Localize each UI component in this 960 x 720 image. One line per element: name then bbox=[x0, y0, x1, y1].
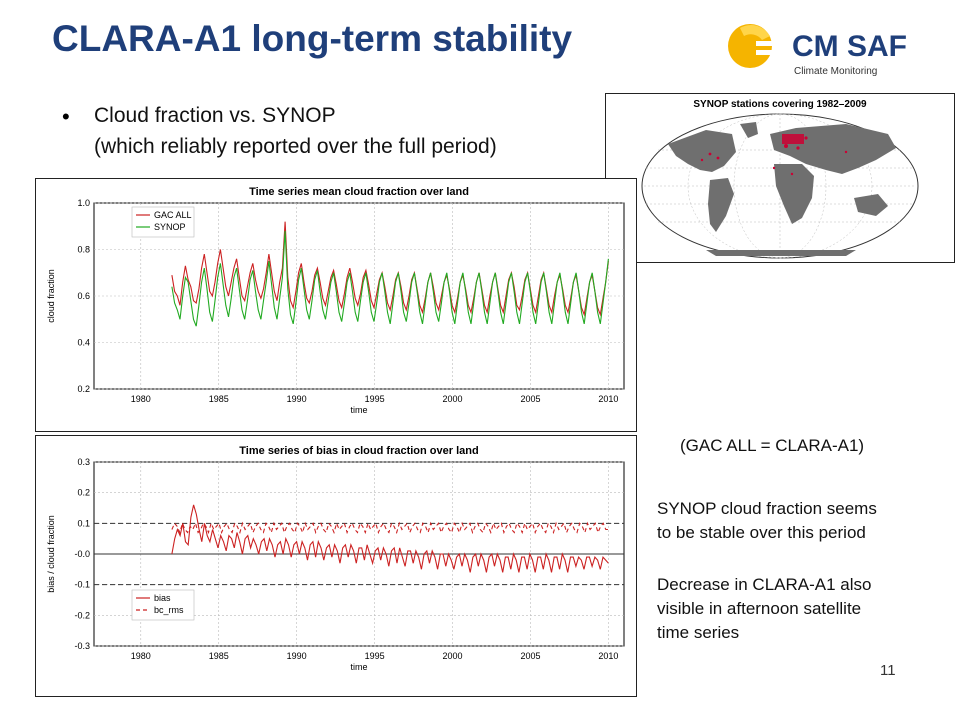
legend-label: bias bbox=[154, 593, 171, 603]
synop-map: SYNOP stations covering 1982–2009 bbox=[641, 99, 919, 259]
x-tick-label: 1995 bbox=[365, 394, 385, 404]
clara-text-line-1: Decrease in CLARA-A1 also bbox=[657, 575, 872, 594]
synop-stability-text: SYNOP cloud fraction seems to be stable … bbox=[657, 497, 877, 545]
x-tick-label: 2010 bbox=[598, 394, 618, 404]
y-tick-label: -0.1 bbox=[74, 580, 90, 590]
logo-subtitle: Climate Monitoring bbox=[794, 66, 877, 77]
legend-box bbox=[131, 206, 195, 238]
map-title: SYNOP stations covering 1982–2009 bbox=[693, 99, 867, 110]
y-tick-label: 0.6 bbox=[77, 291, 90, 301]
y-tick-label: -0.3 bbox=[74, 641, 90, 651]
y-axis-label: bias / cloud fraction bbox=[46, 515, 56, 593]
x-tick-label: 2005 bbox=[520, 651, 540, 661]
y-tick-label: 0.4 bbox=[77, 338, 90, 348]
x-tick-label: 1980 bbox=[131, 394, 151, 404]
station-marker bbox=[708, 152, 712, 156]
greenland-land bbox=[740, 122, 758, 138]
bullet-icon: • bbox=[62, 104, 70, 129]
series-line-gac-all bbox=[171, 221, 609, 317]
synop-text-line-2: to be stable over this period bbox=[657, 523, 866, 542]
clara-text-line-3: time series bbox=[657, 623, 740, 642]
series-line-synop bbox=[171, 230, 609, 327]
y-tick-label: 0.2 bbox=[77, 384, 90, 394]
africa-land bbox=[774, 164, 814, 224]
y-tick-label: -0.0 bbox=[74, 549, 90, 559]
cm-saf-logo: CM SAF Climate Monitoring bbox=[728, 24, 907, 77]
cloud-fraction-chart: Time series mean cloud fraction over lan… bbox=[46, 186, 625, 415]
bias-chart-panel: Time series of bias in cloud fraction ov… bbox=[35, 435, 637, 697]
legend-label: GAC ALL bbox=[154, 210, 192, 220]
legend-box bbox=[131, 589, 195, 621]
australia-land bbox=[854, 194, 888, 216]
gac-note: (GAC ALL = CLARA-A1) bbox=[680, 436, 865, 455]
y-tick-label: 0.3 bbox=[77, 457, 90, 467]
y-tick-label: 0.1 bbox=[77, 518, 90, 528]
europe-stations bbox=[782, 134, 804, 144]
station-marker bbox=[700, 158, 704, 162]
station-marker bbox=[784, 144, 788, 148]
logo-text: CM SAF bbox=[792, 30, 907, 63]
legend-label: bc_rms bbox=[154, 605, 184, 615]
station-marker bbox=[772, 166, 776, 170]
x-tick-label: 1990 bbox=[287, 394, 307, 404]
station-marker bbox=[796, 146, 800, 150]
bias-chart: Time series of bias in cloud fraction ov… bbox=[46, 445, 625, 672]
clara-text-line-2: visible in afternoon satellite bbox=[657, 599, 862, 618]
x-tick-label: 2000 bbox=[443, 394, 463, 404]
chart-title: Time series mean cloud fraction over lan… bbox=[249, 186, 469, 198]
synop-map-panel: SYNOP stations covering 1982–2009 bbox=[605, 93, 955, 263]
x-tick-label: 2005 bbox=[520, 394, 540, 404]
antarctica-land bbox=[706, 250, 856, 256]
x-tick-label: 2000 bbox=[443, 651, 463, 661]
station-marker bbox=[804, 136, 808, 140]
station-marker bbox=[790, 172, 794, 176]
series-line-bias bbox=[171, 504, 609, 573]
series-line-bc-rms bbox=[171, 521, 609, 535]
y-tick-label: -0.2 bbox=[74, 610, 90, 620]
slide-title: CLARA-A1 long-term stability bbox=[52, 18, 573, 59]
sun-icon bbox=[728, 24, 780, 68]
bullet-line-1: Cloud fraction vs. SYNOP bbox=[94, 104, 336, 127]
synop-stations bbox=[700, 134, 848, 176]
synop-text-line-1: SYNOP cloud fraction seems bbox=[657, 499, 877, 518]
clara-decrease-text: Decrease in CLARA-A1 also visible in aft… bbox=[657, 573, 871, 645]
x-tick-label: 1985 bbox=[209, 651, 229, 661]
page-number: 11 bbox=[880, 662, 896, 679]
chart-title: Time series of bias in cloud fraction ov… bbox=[239, 445, 478, 457]
north-america-land bbox=[668, 130, 736, 172]
x-tick-label: 2010 bbox=[598, 651, 618, 661]
x-tick-label: 1990 bbox=[287, 651, 307, 661]
x-axis-label: time bbox=[350, 405, 367, 415]
y-tick-label: 1.0 bbox=[77, 198, 90, 208]
south-america-land bbox=[708, 178, 734, 232]
bullet-line-2: (which reliably reported over the full p… bbox=[94, 135, 497, 158]
x-tick-label: 1980 bbox=[131, 651, 151, 661]
x-axis-label: time bbox=[350, 662, 367, 672]
legend-label: SYNOP bbox=[154, 222, 186, 232]
x-tick-label: 1995 bbox=[365, 651, 385, 661]
cloud-fraction-chart-panel: Time series mean cloud fraction over lan… bbox=[35, 178, 637, 432]
y-tick-label: 0.8 bbox=[77, 245, 90, 255]
station-marker bbox=[716, 156, 720, 160]
y-tick-label: 0.2 bbox=[77, 488, 90, 498]
station-marker bbox=[844, 150, 848, 154]
x-tick-label: 1985 bbox=[209, 394, 229, 404]
y-axis-label: cloud fraction bbox=[46, 269, 56, 323]
